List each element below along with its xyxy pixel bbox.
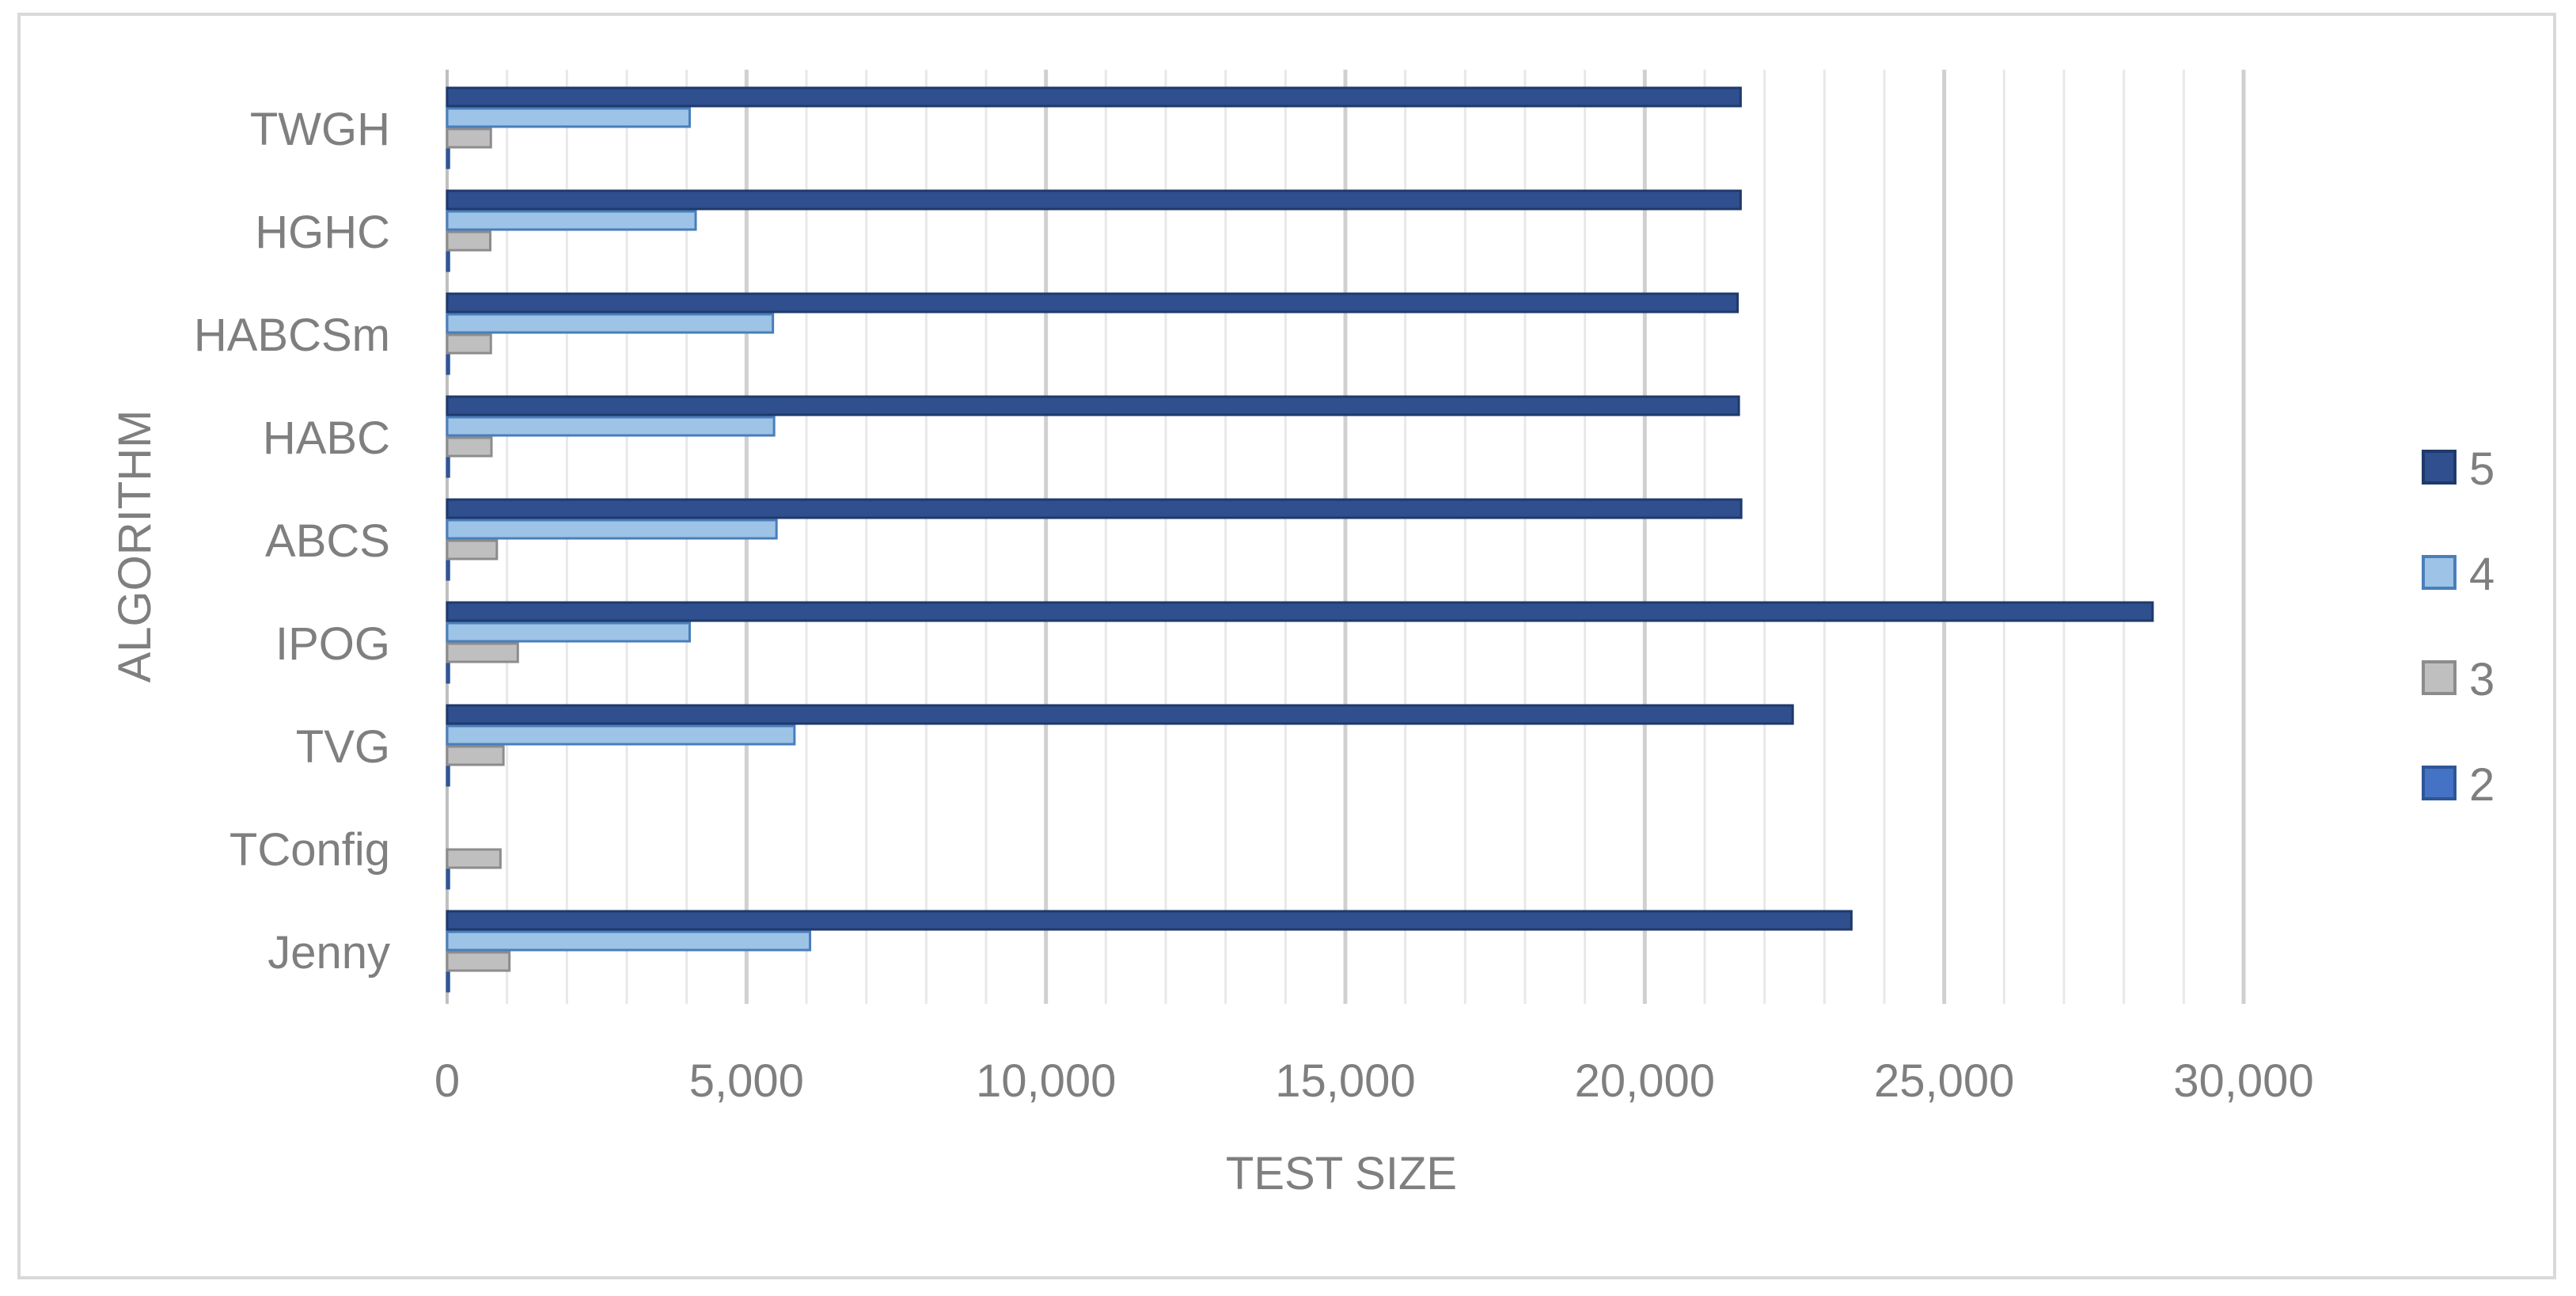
bar-tconfig-series-2 [446,868,450,890]
x-axis-title: TEST SIZE [1226,1148,1457,1199]
x-tick-label: 5,000 [689,1055,804,1107]
bar-hghc-series-2 [446,251,450,272]
bar-abcs-series-2 [446,560,450,581]
x-tick-labels: 0 5,000 10,000 15,000 20,000 25,000 30,000 [434,1055,2314,1107]
y-axis-title: ALGORITHM [109,410,161,683]
bar-habcsm-series-5 [446,292,1739,314]
y-tick-label: TConfig [230,824,390,876]
bar-ipog-series-4 [446,621,691,643]
bar-tvg-series-4 [446,724,796,746]
legend-swatch-4 [2422,555,2456,590]
bar-habcsm-series-4 [446,313,775,334]
legend-label-2: 2 [2469,759,2494,811]
y-tick-label: HGHC [255,207,390,258]
bar-tconfig-series-3 [446,848,502,869]
bar-abcs-series-4 [446,519,778,540]
x-tick-label: 10,000 [976,1055,1116,1107]
legend: 5 4 3 2 [2422,443,2494,811]
bar-habc-series-2 [446,457,450,478]
bar-tvg-series-3 [446,745,505,766]
bars [446,86,2154,993]
bar-twgh-series-4 [446,107,691,128]
y-tick-label: Jenny [267,927,390,979]
bar-jenny-series-5 [446,910,1853,931]
legend-swatch-5 [2422,450,2456,485]
bar-jenny-series-4 [446,930,812,952]
bar-habc-series-3 [446,436,493,458]
bar-tvg-series-2 [446,766,450,787]
bar-habc-series-5 [446,395,1740,416]
bar-ipog-series-2 [446,663,450,684]
bar-twgh-series-3 [446,127,492,149]
y-tick-label: IPOG [275,618,390,670]
bar-hghc-series-5 [446,189,1742,211]
chart-frame [17,13,2556,1279]
bar-hghc-series-4 [446,210,697,231]
bar-habcsm-series-2 [446,354,450,375]
bar-abcs-series-5 [446,498,1743,519]
y-tick-label: HABCSm [194,310,390,361]
bar-hghc-series-3 [446,230,491,252]
y-tick-labels: TWGH HGHC HABCSm HABC ABCS IPOG TVG TConfig Jenn… [194,104,390,979]
bar-ipog-series-3 [446,642,519,663]
x-tick-label: 15,000 [1275,1055,1415,1107]
gridlines [446,70,2246,1004]
bar-habcsm-series-3 [446,333,492,355]
bar-jenny-series-2 [446,971,450,993]
legend-label-5: 5 [2469,443,2494,495]
y-tick-label: HABC [263,412,390,464]
bar-habc-series-4 [446,416,776,437]
legend-swatch-2 [2422,766,2456,800]
bar-jenny-series-3 [446,951,511,972]
bar-twgh-series-5 [446,86,1742,108]
x-tick-label: 25,000 [1874,1055,2014,1107]
legend-swatch-3 [2422,660,2456,695]
legend-label-4: 4 [2469,549,2494,600]
y-tick-label: TWGH [250,104,390,155]
x-tick-label: 20,000 [1575,1055,1715,1107]
bar-tvg-series-5 [446,704,1794,725]
bar-ipog-series-5 [446,601,2154,622]
x-tick-label: 0 [434,1055,460,1107]
y-tick-label: TVG [296,721,390,773]
legend-label-3: 3 [2469,654,2494,705]
y-tick-label: ABCS [265,515,390,567]
x-tick-label: 30,000 [2173,1055,2313,1107]
bar-twgh-series-2 [446,148,450,169]
bar-abcs-series-3 [446,539,499,561]
